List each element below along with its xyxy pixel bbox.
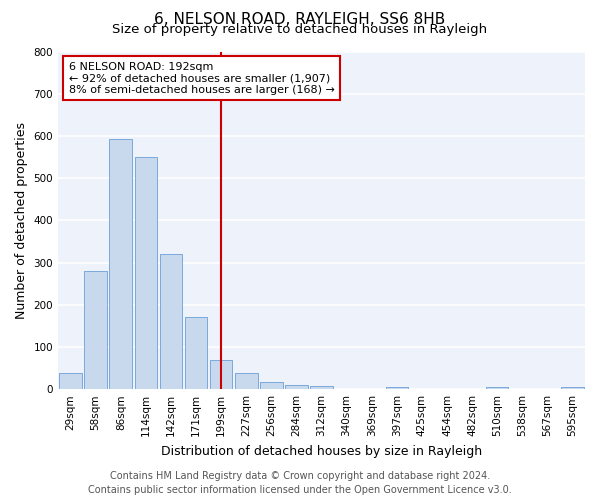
- X-axis label: Distribution of detached houses by size in Rayleigh: Distribution of detached houses by size …: [161, 444, 482, 458]
- Bar: [386, 387, 408, 389]
- Bar: [85, 271, 107, 389]
- Bar: [285, 385, 308, 389]
- Bar: [310, 386, 333, 389]
- Bar: [185, 318, 208, 389]
- Bar: [210, 360, 232, 389]
- Text: 6, NELSON ROAD, RAYLEIGH, SS6 8HB: 6, NELSON ROAD, RAYLEIGH, SS6 8HB: [154, 12, 446, 28]
- Bar: [160, 254, 182, 389]
- Bar: [486, 386, 508, 389]
- Text: Contains HM Land Registry data © Crown copyright and database right 2024.
Contai: Contains HM Land Registry data © Crown c…: [88, 471, 512, 495]
- Bar: [235, 373, 257, 389]
- Text: Size of property relative to detached houses in Rayleigh: Size of property relative to detached ho…: [112, 24, 488, 36]
- Text: 6 NELSON ROAD: 192sqm
← 92% of detached houses are smaller (1,907)
8% of semi-de: 6 NELSON ROAD: 192sqm ← 92% of detached …: [68, 62, 334, 95]
- Bar: [561, 386, 584, 389]
- Y-axis label: Number of detached properties: Number of detached properties: [15, 122, 28, 319]
- Bar: [134, 158, 157, 389]
- Bar: [109, 139, 132, 389]
- Bar: [260, 382, 283, 389]
- Bar: [59, 373, 82, 389]
